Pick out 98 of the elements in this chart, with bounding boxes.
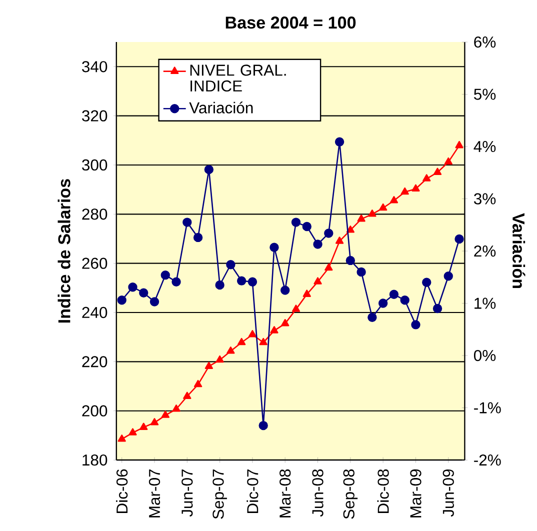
y2-axis-title: Variación <box>512 213 526 288</box>
x-tick-label: Dic-06 <box>116 469 128 513</box>
point <box>161 410 170 418</box>
point <box>140 422 148 430</box>
y-tick-label: 220 <box>82 356 108 368</box>
legend-label: NIVEL GRAL. INDICE <box>190 64 286 92</box>
point <box>432 304 442 314</box>
point <box>172 277 181 286</box>
point <box>433 168 442 175</box>
point <box>302 290 311 297</box>
point <box>270 242 279 252</box>
point <box>444 272 453 281</box>
y-tick-label: 280 <box>82 208 108 220</box>
point <box>324 228 334 238</box>
point <box>182 218 192 227</box>
point <box>226 260 236 270</box>
y2-tick-label: 1% <box>474 298 496 309</box>
x-tick-label: Jun-09 <box>442 469 454 517</box>
point <box>194 380 202 388</box>
point <box>335 236 344 244</box>
point <box>172 404 180 412</box>
point <box>118 434 126 442</box>
y-tick-label: 260 <box>82 258 108 269</box>
y-tick-label: 340 <box>82 61 108 72</box>
x-tick-label: Dic-07 <box>246 469 258 513</box>
point <box>150 418 159 426</box>
y2-tick-label: -1% <box>474 402 501 414</box>
x-tick-label: Sep-07 <box>212 469 227 519</box>
y2-tick-label: 4% <box>474 141 496 152</box>
x-tick-label: Sep-08 <box>343 469 358 519</box>
y2-tick-label: 6% <box>474 36 496 48</box>
point <box>216 355 224 363</box>
point <box>150 297 160 306</box>
point <box>302 222 312 232</box>
point <box>357 214 366 222</box>
y-tick-label: 200 <box>82 405 108 416</box>
point <box>259 338 268 346</box>
point <box>455 140 464 148</box>
point <box>280 286 290 295</box>
y-tick-label: 240 <box>82 306 108 318</box>
x-tick-label: Mar-07 <box>148 469 160 518</box>
point <box>226 346 235 354</box>
y2-tick-label: 2% <box>474 245 496 257</box>
point <box>356 267 366 277</box>
point <box>400 296 410 305</box>
point <box>346 226 354 233</box>
point <box>281 318 290 326</box>
point <box>444 157 452 165</box>
point <box>160 270 170 280</box>
point <box>193 232 203 242</box>
chart-title: Base 2004 = 100 <box>226 16 356 29</box>
point <box>204 164 214 174</box>
y-tick-label: 320 <box>82 110 108 122</box>
point <box>334 137 344 146</box>
y-tick-label: 180 <box>82 454 108 466</box>
y-tick-label: 300 <box>82 159 108 171</box>
point <box>454 234 464 244</box>
point <box>389 290 399 300</box>
point <box>270 326 278 334</box>
point <box>248 277 258 286</box>
point <box>378 298 388 308</box>
point <box>248 330 257 338</box>
point <box>292 304 300 312</box>
point <box>314 277 322 284</box>
point <box>400 187 409 195</box>
point <box>258 420 268 430</box>
point <box>237 338 246 346</box>
point <box>411 320 420 330</box>
point <box>139 288 148 298</box>
point <box>346 256 356 266</box>
point <box>204 362 213 369</box>
y2-tick-label: 3% <box>474 193 496 204</box>
point <box>390 196 398 204</box>
x-tick-label: Jun-07 <box>182 469 193 517</box>
legend-label: Variación <box>189 102 253 114</box>
point <box>128 282 138 292</box>
point <box>324 263 333 271</box>
y-axis-title: Indice de Salarios <box>58 179 70 323</box>
point <box>422 278 432 287</box>
point <box>412 184 420 192</box>
point <box>128 428 137 436</box>
y2-tick-label: -2% <box>474 454 501 466</box>
point <box>236 276 246 286</box>
x-tick-label: Dic-08 <box>377 469 389 513</box>
x-tick-label: Mar-08 <box>280 469 291 518</box>
point <box>368 312 377 322</box>
x-tick-label: Jun-08 <box>312 469 324 517</box>
point <box>313 240 322 249</box>
point <box>117 296 126 305</box>
x-tick-label: Mar-09 <box>410 469 422 518</box>
y2-tick-label: 5% <box>474 88 496 100</box>
point <box>368 210 376 217</box>
point <box>379 203 388 211</box>
point <box>422 174 431 182</box>
point <box>215 280 224 290</box>
point <box>183 392 192 399</box>
y2-tick-label: 0% <box>474 350 496 362</box>
point <box>291 218 301 227</box>
